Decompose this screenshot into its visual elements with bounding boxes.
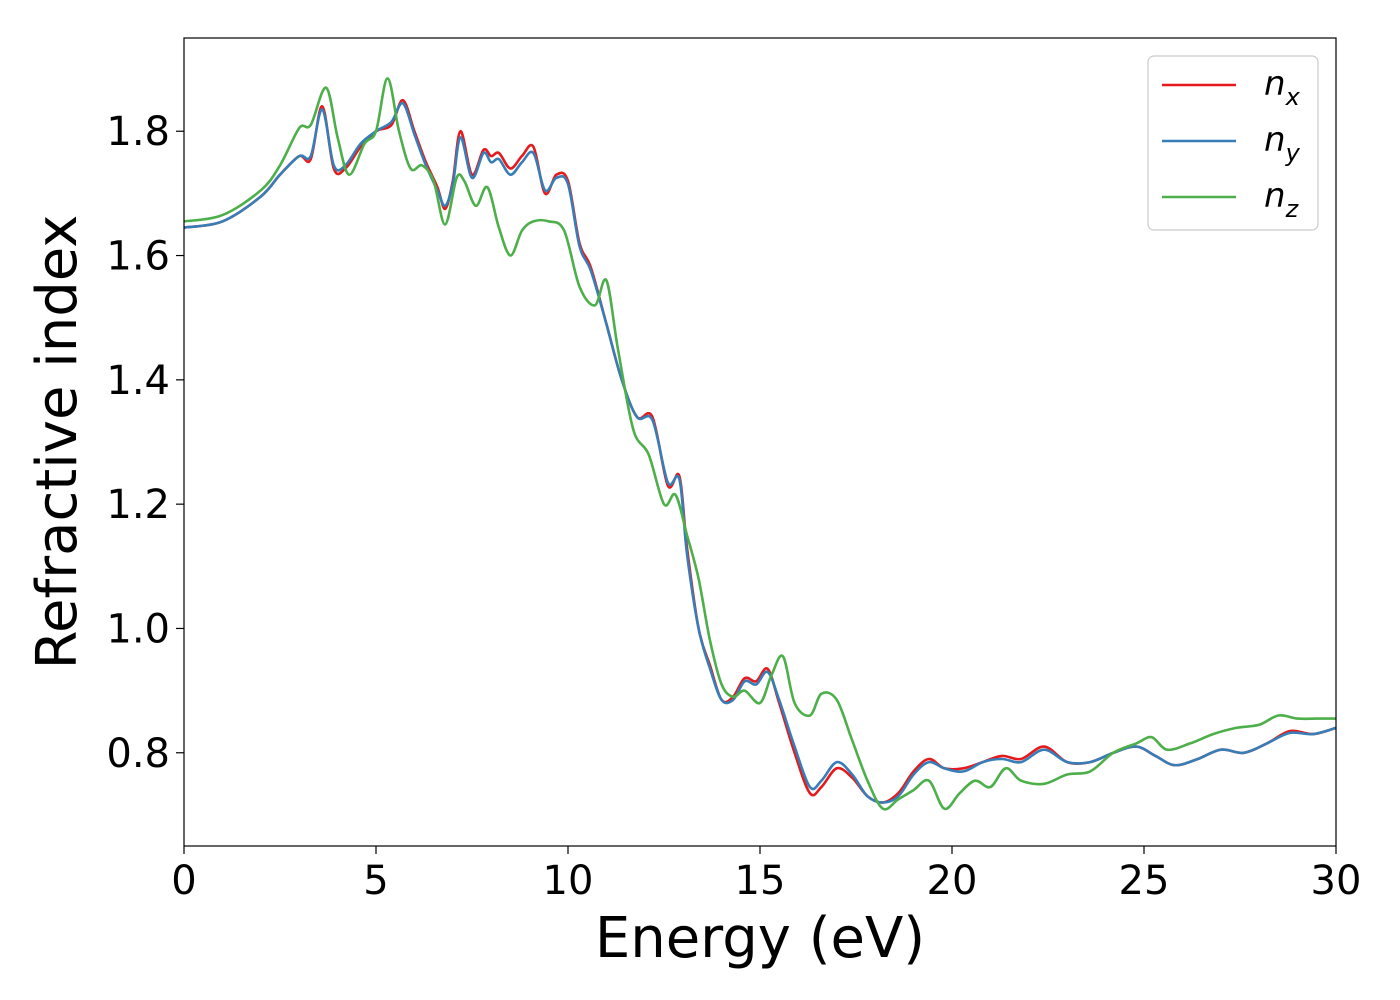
legend-label-ny: ny bbox=[1264, 120, 1301, 167]
x-tick-label: 20 bbox=[927, 858, 978, 904]
y-axis-ticks: 0.8 1.0 1.2 1.4 1.6 1.8 bbox=[106, 109, 184, 777]
legend: nx ny nz bbox=[1147, 55, 1319, 231]
legend-label-nx: nx bbox=[1264, 64, 1301, 111]
series-line-ny bbox=[184, 101, 1336, 804]
legend-label-nz: nz bbox=[1264, 176, 1300, 223]
y-axis-title: Refractive index bbox=[25, 215, 90, 670]
x-tick-label: 25 bbox=[1119, 858, 1170, 904]
x-tick-label: 30 bbox=[1311, 858, 1362, 904]
x-axis-title: Energy (eV) bbox=[595, 906, 925, 971]
series-lines bbox=[184, 77, 1336, 811]
x-tick-label: 10 bbox=[543, 858, 594, 904]
y-tick-label: 1.8 bbox=[106, 109, 170, 155]
y-tick-label: 0.8 bbox=[106, 731, 170, 777]
x-tick-label: 0 bbox=[171, 858, 196, 904]
x-tick-label: 15 bbox=[735, 858, 786, 904]
x-tick-label: 5 bbox=[363, 858, 388, 904]
x-axis-ticks: 0 5 10 15 20 25 30 bbox=[171, 846, 1361, 904]
y-tick-label: 1.0 bbox=[106, 606, 170, 652]
y-tick-label: 1.2 bbox=[106, 482, 170, 528]
y-tick-label: 1.4 bbox=[106, 358, 170, 404]
series-line-nz bbox=[184, 77, 1336, 811]
legend-frame bbox=[1147, 55, 1319, 231]
y-tick-label: 1.6 bbox=[106, 234, 170, 280]
